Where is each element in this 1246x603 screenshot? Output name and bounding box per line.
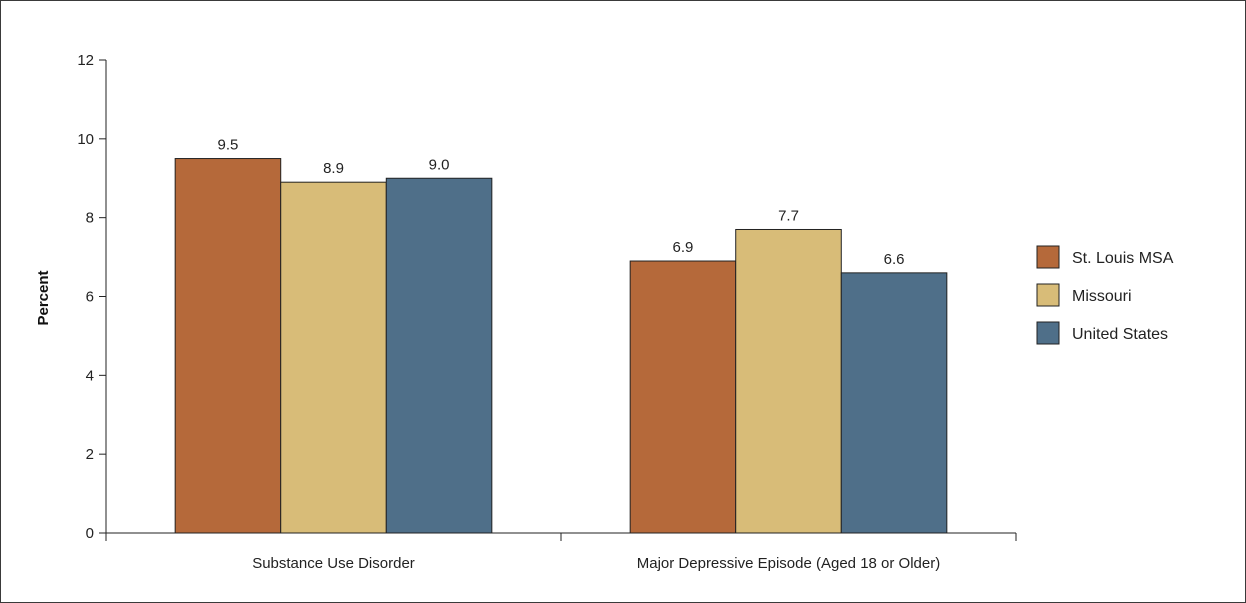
y-tick-label: 6 [86, 289, 94, 306]
bar [735, 228, 842, 534]
legend-label: St. Louis MSA [1072, 250, 1174, 267]
bar [174, 158, 282, 534]
y-tick-label: 4 [86, 367, 94, 384]
category-label: Substance Use Disorder [252, 555, 415, 572]
legend-swatch [1036, 283, 1060, 307]
bar [629, 260, 737, 534]
bar [280, 181, 387, 534]
y-tick-label: 8 [86, 210, 94, 227]
bars [174, 158, 948, 534]
bar [840, 272, 948, 534]
bar-value-label: 7.7 [778, 207, 799, 224]
bar-value-label: 9.5 [218, 137, 239, 154]
legend-label: Missouri [1072, 288, 1132, 305]
y-axis: 0 2 4 6 8 10 12 [77, 52, 107, 542]
bar-value-label: 6.9 [673, 239, 694, 256]
category-label: Major Depressive Episode (Aged 18 or Old… [637, 555, 940, 572]
legend: St. Louis MSA Missouri United States [1036, 245, 1174, 345]
y-tick-label: 12 [77, 52, 94, 69]
x-axis: Substance Use Disorder Major Depressive E… [105, 532, 1017, 572]
bar-value-label: 8.9 [323, 160, 344, 177]
bar-value-label: 9.0 [429, 156, 450, 173]
bar-value-label: 6.6 [884, 251, 905, 268]
legend-swatch [1036, 245, 1060, 269]
bar [385, 177, 493, 534]
legend-swatch [1036, 321, 1060, 345]
y-tick-label: 0 [86, 525, 94, 542]
y-tick-label: 2 [86, 446, 94, 463]
y-axis-title: Percent [35, 270, 52, 325]
y-tick-label: 10 [77, 131, 94, 148]
legend-label: United States [1072, 326, 1168, 343]
value-labels: 9.5 8.9 9.0 6.9 7.7 6.6 [218, 137, 905, 268]
